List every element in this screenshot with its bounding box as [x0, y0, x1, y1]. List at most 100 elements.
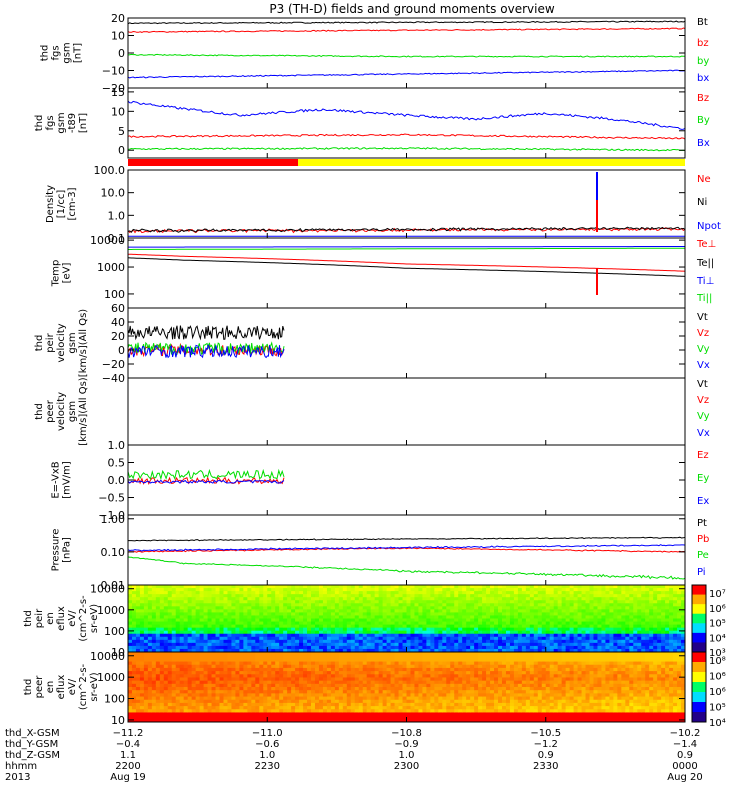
spectrogram-cell	[358, 645, 364, 650]
spectrogram-cell	[681, 588, 686, 592]
spectrogram-cell	[653, 630, 658, 635]
spectrogram-cell	[279, 615, 284, 619]
spectrogram-cell	[362, 606, 368, 610]
spectrogram-cell	[470, 594, 475, 598]
spectrogram-cell	[295, 594, 300, 598]
spectrogram-cell	[215, 612, 221, 616]
spectrogram-cell	[251, 642, 256, 647]
spectrogram-cell	[442, 600, 447, 604]
spectrogram-cell	[243, 677, 248, 682]
spectrogram-cell	[358, 588, 364, 592]
spectrogram-cell	[271, 648, 276, 653]
spectrogram-cell	[211, 683, 217, 688]
spectrogram-cell	[287, 655, 292, 659]
spectrogram-cell	[147, 655, 153, 659]
spectrogram-cell	[354, 683, 360, 688]
spectrogram-cell	[179, 648, 185, 653]
spectrogram-cell	[159, 680, 165, 685]
spectrogram-cell	[219, 627, 224, 632]
spectrogram-cell	[151, 609, 157, 613]
spectrogram-cell	[211, 718, 217, 723]
spectrogram-cell	[128, 709, 133, 713]
spectrogram-cell	[366, 633, 372, 638]
spectrogram-cell	[533, 591, 539, 595]
y-tick-label: 10000	[90, 234, 125, 247]
spectrogram-cell	[501, 618, 507, 623]
spectrogram-cell	[175, 642, 181, 647]
spectrogram-cell	[179, 594, 185, 598]
spectrogram-cell	[653, 627, 658, 632]
spectrogram-cell	[410, 618, 415, 623]
spectrogram-cell	[406, 667, 411, 672]
spectrogram-cell	[314, 585, 320, 589]
spectrogram-cell	[482, 600, 487, 604]
spectrogram-cell	[398, 627, 404, 632]
spectrogram-cell	[398, 600, 404, 604]
spectrogram-cell	[314, 612, 320, 616]
spectrogram-cell	[378, 609, 384, 613]
panel-frame	[127, 444, 686, 516]
spectrogram-cell	[505, 639, 511, 644]
spectrogram-cell	[482, 591, 487, 595]
spectrogram-cell	[370, 712, 376, 717]
y-tick-label: −40	[102, 372, 125, 385]
spectrogram-cell	[263, 597, 268, 601]
spectrogram-cell	[649, 627, 654, 632]
spectrogram-cell	[346, 683, 352, 688]
y-tick-label: 0.10	[101, 546, 126, 559]
spectrogram-cell	[303, 696, 308, 701]
spectrogram-cell	[478, 630, 483, 635]
spectrogram-cell	[167, 606, 173, 610]
spectrogram-cell	[151, 696, 157, 701]
spectrogram-cell	[565, 636, 571, 641]
spectrogram-cell	[311, 621, 316, 626]
spectrogram-cell	[358, 597, 364, 601]
spectrogram-cell	[406, 639, 411, 644]
spectrogram-cell	[338, 642, 344, 647]
spectrogram-cell	[259, 658, 264, 663]
spectrogram-cell	[509, 606, 515, 610]
spectrogram-cell	[128, 699, 133, 704]
spectrogram-cell	[219, 609, 224, 613]
spectrogram-cell	[291, 585, 296, 589]
spectrogram-cell	[609, 624, 614, 629]
spectrogram-cell	[207, 702, 213, 707]
spectrogram-cell	[362, 699, 368, 704]
spectrogram-cell	[326, 680, 332, 685]
spectrogram-cell	[549, 591, 555, 595]
spectrogram-cell	[128, 594, 133, 598]
spectrogram-cell	[314, 712, 320, 717]
legend-label: Te⊥	[696, 239, 716, 250]
spectrogram-cell	[191, 702, 197, 707]
spectrogram-cell	[394, 664, 400, 669]
spectrogram-cell	[517, 642, 523, 647]
spectrogram-cell	[243, 612, 248, 616]
spectrogram-cell	[498, 633, 503, 638]
spectrogram-cell	[330, 621, 336, 626]
spectrogram-cell	[235, 606, 240, 610]
spectrogram-cell	[585, 612, 591, 616]
spectrogram-cell	[223, 627, 228, 632]
spectrogram-cell	[593, 588, 598, 592]
spectrogram-cell	[171, 677, 177, 682]
spectrogram-cell	[537, 621, 543, 626]
spectrogram-cell	[350, 655, 356, 659]
spectrogram-cell	[358, 606, 364, 610]
spectrogram-cell	[649, 630, 654, 635]
spectrogram-cell	[314, 652, 320, 656]
spectrogram-cell	[255, 709, 260, 713]
spectrogram-cell	[482, 597, 487, 601]
spectrogram-cell	[366, 648, 372, 653]
spectrogram-cell	[307, 588, 312, 592]
spectrogram-cell	[418, 671, 423, 675]
spectrogram-cell	[350, 696, 356, 701]
spectrogram-cell	[569, 615, 575, 619]
spectrogram-cell	[215, 603, 221, 607]
spectrogram-cell	[251, 690, 256, 694]
spectrogram-cell	[255, 630, 260, 635]
spectrogram-cell	[386, 633, 392, 638]
spectrogram-cell	[414, 624, 419, 629]
spectrogram-cell	[649, 600, 654, 604]
spectrogram-cell	[593, 624, 598, 629]
spectrogram-cell	[187, 718, 193, 723]
